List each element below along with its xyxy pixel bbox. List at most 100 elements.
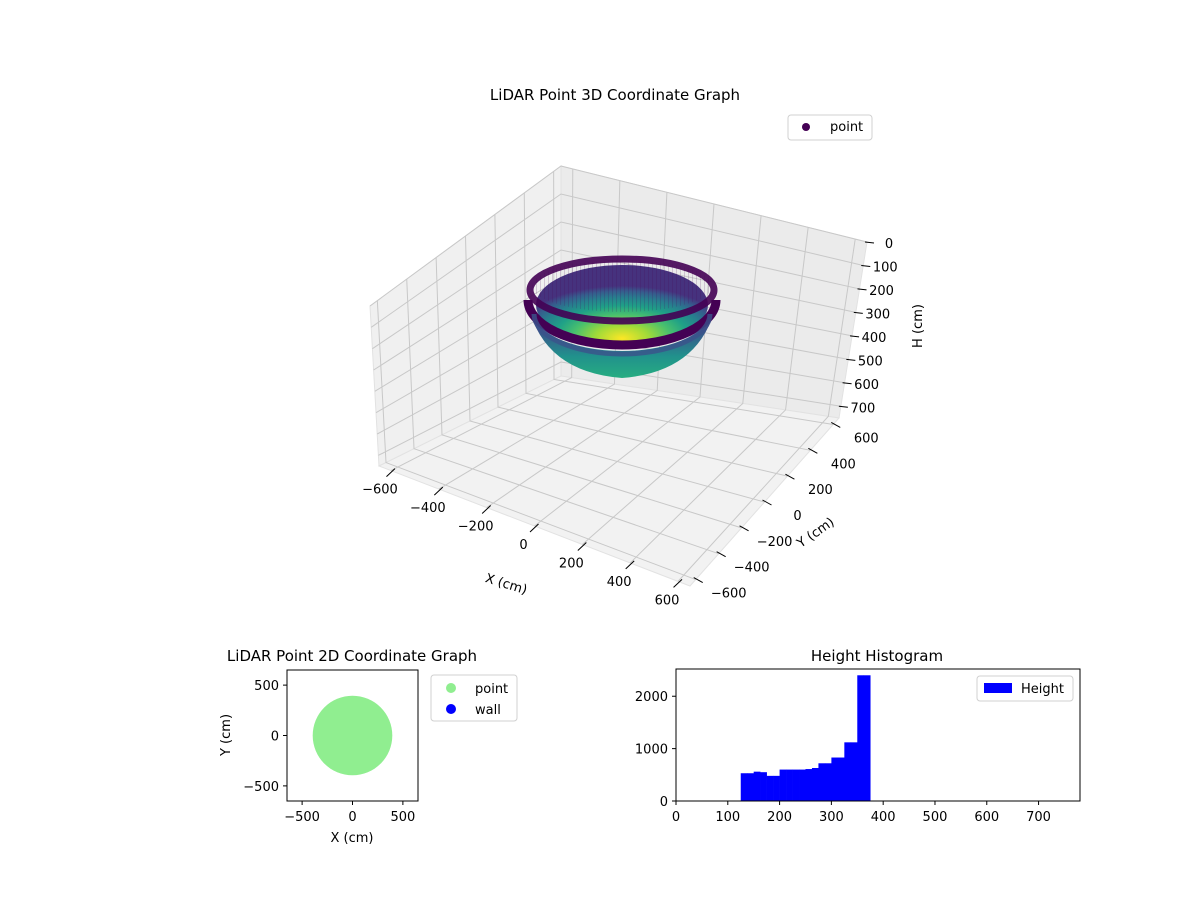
tick-label-hist-y-1: 1000 bbox=[635, 743, 668, 758]
grid-3d-z-1 bbox=[370, 193, 864, 328]
z-axis-label-3d: H (cm) bbox=[911, 304, 926, 348]
y-axis-label-2d: Y (cm) bbox=[219, 714, 234, 757]
tick-label-3d-y-2: −200 bbox=[757, 535, 793, 550]
tick-3d-x-1 bbox=[433, 486, 444, 496]
tick-label-hist-y-0: 0 bbox=[660, 795, 668, 810]
legend-3d: point bbox=[787, 114, 873, 141]
tick-label-3d-x-6: 600 bbox=[655, 593, 680, 608]
histogram-bar-5 bbox=[773, 775, 780, 801]
tick-label-2d-y-0: 500 bbox=[254, 679, 279, 694]
histogram-bar-15 bbox=[837, 757, 845, 801]
point-disc bbox=[312, 695, 393, 776]
grid-3d-y-5 bbox=[523, 192, 811, 451]
grid-3d-z-2 bbox=[372, 221, 860, 350]
tick-3d-x-0 bbox=[386, 468, 396, 477]
tick-label-3d-y-4: 200 bbox=[808, 483, 833, 498]
grid-3d-x-3 bbox=[534, 203, 715, 527]
tick-label-hist-x-3: 300 bbox=[819, 810, 844, 825]
x-axis-label-3d: X (cm) bbox=[483, 571, 529, 598]
tick-3d-x-5 bbox=[625, 560, 635, 570]
tick-3d-y-2 bbox=[739, 525, 749, 532]
tick-3d-x-6 bbox=[673, 579, 683, 588]
tick-label-3d-y-0: −600 bbox=[711, 587, 747, 602]
histogram-bar-9 bbox=[799, 769, 806, 801]
tick-label-hist-x-1: 100 bbox=[715, 810, 740, 825]
tick-3d-y-4 bbox=[785, 473, 795, 480]
tick-label-3d-z-3: 300 bbox=[865, 307, 890, 322]
bowl-rim-texture bbox=[532, 260, 712, 312]
bowl-back-rim bbox=[526, 255, 718, 325]
ticks-histogram: 0 100 200 300 400 500 600 700 0 1000 2000 bbox=[635, 690, 1051, 825]
ticks-2d: −500 0 500 500 0 −500 bbox=[243, 679, 415, 825]
histogram-bar-7 bbox=[786, 769, 793, 801]
tick-label-3d-x-5: 400 bbox=[607, 575, 632, 590]
grid-3d-y-6 bbox=[553, 171, 834, 425]
tick-3d-z-5 bbox=[846, 358, 856, 361]
tick-label-3d-x-3: 0 bbox=[519, 538, 527, 553]
tick-3d-z-6 bbox=[842, 382, 852, 385]
histogram-bar-17 bbox=[850, 742, 858, 801]
tick-label-hist-x-4: 400 bbox=[871, 810, 896, 825]
grid-3d-x-2 bbox=[486, 192, 668, 508]
histogram-bar-3 bbox=[760, 772, 767, 801]
tick-label-3d-z-7: 700 bbox=[850, 401, 875, 416]
legend-2d-point-marker bbox=[446, 683, 456, 693]
tick-3d-z-4 bbox=[850, 335, 860, 338]
chart-2d-title: LiDAR Point 2D Coordinate Graph bbox=[227, 647, 477, 665]
tick-label-hist-x-2: 200 bbox=[767, 810, 792, 825]
x-axis-label-2d: X (cm) bbox=[331, 831, 374, 846]
tick-label-3d-z-2: 200 bbox=[869, 284, 894, 299]
chart-histogram: Height Histogram 0 100 200 300 400 500 600 7000… bbox=[635, 647, 1081, 825]
grid-3d-x-5 bbox=[629, 227, 809, 564]
histogram-bar-0 bbox=[740, 773, 748, 801]
histogram-bar-19 bbox=[863, 675, 871, 801]
histogram-title: Height Histogram bbox=[811, 647, 943, 665]
legend-3d-marker bbox=[802, 123, 810, 131]
legend-2d-wall-marker bbox=[446, 704, 456, 714]
chart-2d: LiDAR Point 2D Coordinate Graph −500 0 500… bbox=[219, 647, 518, 846]
legend-histogram-swatch bbox=[984, 683, 1012, 693]
tick-label-3d-y-3: 0 bbox=[793, 509, 801, 524]
legend-3d-label: point bbox=[830, 120, 863, 135]
tick-label-3d-y-1: −400 bbox=[734, 561, 770, 576]
histogram-bars bbox=[740, 675, 871, 801]
histogram-bar-16 bbox=[844, 742, 852, 801]
pane-floor bbox=[377, 375, 840, 587]
legend-histogram-label: Height bbox=[1021, 682, 1064, 697]
grid-3d bbox=[369, 165, 868, 582]
grid-3d-z-0 bbox=[369, 165, 868, 307]
histogram-bar-11 bbox=[811, 768, 819, 801]
tick-3d-z-3 bbox=[853, 311, 863, 314]
grid-3d-y-1 bbox=[406, 279, 719, 555]
tick-label-3d-z-4: 400 bbox=[862, 331, 887, 346]
tick-3d-z-7 bbox=[838, 405, 848, 408]
tick-label-2d-x-2: 500 bbox=[390, 810, 415, 825]
tick-label-2d-x-1: 0 bbox=[348, 810, 356, 825]
tick-label-3d-x-0: −600 bbox=[362, 483, 398, 498]
histogram-bar-2 bbox=[753, 771, 761, 801]
tick-label-hist-x-7: 700 bbox=[1026, 810, 1051, 825]
bowl-outer-surface bbox=[528, 305, 716, 378]
histogram-bar-12 bbox=[818, 763, 826, 801]
tick-3d-z-2 bbox=[857, 288, 867, 291]
tick-label-3d-x-2: −200 bbox=[458, 520, 494, 535]
tick-label-3d-x-4: 200 bbox=[559, 556, 584, 571]
tick-label-3d-x-1: −400 bbox=[410, 501, 446, 516]
histogram-bar-6 bbox=[779, 769, 787, 801]
grid-3d-x-6 bbox=[677, 239, 856, 582]
chart-3d-title: LiDAR Point 3D Coordinate Graph bbox=[490, 86, 740, 104]
legend-2d-wall-label: wall bbox=[475, 703, 501, 718]
histogram-bar-18 bbox=[857, 675, 865, 801]
tick-label-2d-x-0: −500 bbox=[284, 810, 320, 825]
histogram-bar-4 bbox=[766, 775, 774, 801]
point-cloud-bowl bbox=[523, 255, 721, 378]
chart-3d: LiDAR Point 3D Coordinate Graph X (cm) Y… bbox=[362, 86, 926, 608]
tick-label-3d-z-1: 100 bbox=[873, 260, 898, 275]
histogram-bar-10 bbox=[805, 769, 813, 801]
tick-3d-z-0 bbox=[864, 241, 875, 244]
legend-2d-point-label: point bbox=[475, 682, 508, 697]
tick-3d-y-6 bbox=[831, 422, 841, 428]
grid-3d-x-4 bbox=[582, 215, 762, 545]
grid-3d-x-0 bbox=[390, 168, 574, 472]
